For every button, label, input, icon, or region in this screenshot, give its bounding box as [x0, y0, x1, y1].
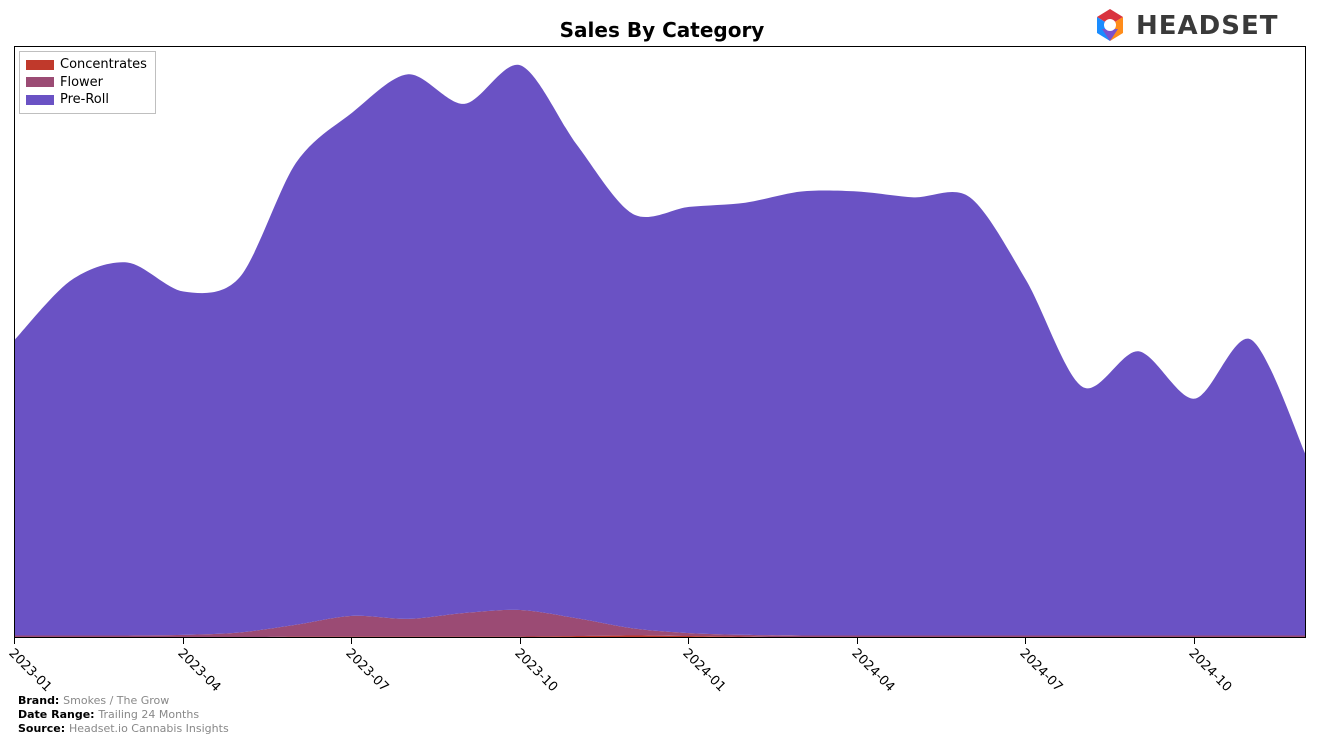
legend-swatch	[26, 60, 54, 70]
x-tick-mark	[14, 638, 15, 644]
x-tick-label: 2023-07	[342, 646, 391, 695]
legend-item: Pre-Roll	[26, 91, 147, 109]
footer-label: Date Range:	[18, 708, 98, 721]
footer-value: Smokes / The Grow	[63, 694, 169, 707]
x-tick-mark	[857, 638, 858, 644]
x-tick-label: 2024-07	[1017, 646, 1066, 695]
x-tick-mark	[183, 638, 184, 644]
stacked-area-svg	[15, 47, 1306, 638]
footer-line: Date Range: Trailing 24 Months	[18, 708, 199, 721]
x-tick-label: 2024-10	[1185, 646, 1234, 695]
chart-plot-area: ConcentratesFlowerPre-Roll	[14, 46, 1306, 638]
footer-line: Source: Headset.io Cannabis Insights	[18, 722, 229, 735]
legend-swatch	[26, 77, 54, 87]
x-tick-mark	[351, 638, 352, 644]
x-tick-mark	[1194, 638, 1195, 644]
x-tick-label: 2024-01	[679, 646, 728, 695]
legend: ConcentratesFlowerPre-Roll	[19, 51, 156, 114]
brand-logo: HEADSET	[1090, 6, 1278, 46]
legend-swatch	[26, 95, 54, 105]
footer-value: Trailing 24 Months	[98, 708, 199, 721]
legend-label: Concentrates	[60, 56, 147, 74]
x-tick-mark	[1025, 638, 1026, 644]
headset-logo-icon	[1090, 6, 1130, 46]
footer-value: Headset.io Cannabis Insights	[69, 722, 229, 735]
legend-item: Flower	[26, 74, 147, 92]
x-tick-label: 2023-04	[174, 646, 223, 695]
x-tick-label: 2023-01	[5, 646, 54, 695]
x-tick-label: 2023-10	[511, 646, 560, 695]
legend-label: Pre-Roll	[60, 91, 109, 109]
footer-line: Brand: Smokes / The Grow	[18, 694, 169, 707]
x-tick-mark	[520, 638, 521, 644]
area-series	[15, 65, 1306, 636]
x-tick-mark	[688, 638, 689, 644]
legend-item: Concentrates	[26, 56, 147, 74]
legend-label: Flower	[60, 74, 103, 92]
footer-label: Brand:	[18, 694, 63, 707]
footer-label: Source:	[18, 722, 69, 735]
x-tick-label: 2024-04	[848, 646, 897, 695]
brand-logo-text: HEADSET	[1136, 11, 1278, 41]
